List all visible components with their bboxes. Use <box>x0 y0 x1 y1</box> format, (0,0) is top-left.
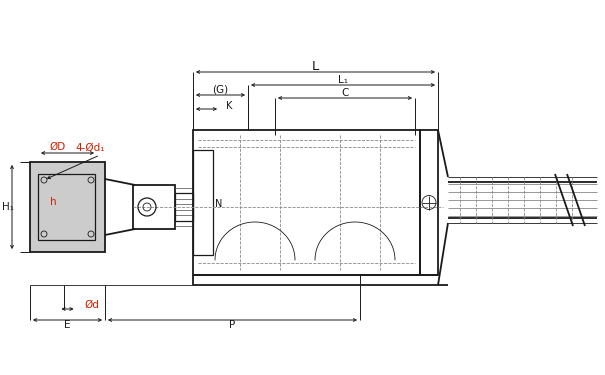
Text: P: P <box>229 320 235 330</box>
Text: Ød: Ød <box>85 300 99 310</box>
Bar <box>175 193 193 221</box>
Text: E: E <box>64 320 71 330</box>
Text: ØD: ØD <box>50 142 65 152</box>
Bar <box>30 162 105 252</box>
Bar <box>38 174 95 240</box>
Bar <box>420 130 438 275</box>
Text: 4-Ød₁: 4-Ød₁ <box>75 143 105 153</box>
Text: H₁: H₁ <box>2 202 14 212</box>
Text: h: h <box>50 197 56 207</box>
Text: (G): (G) <box>212 85 229 95</box>
Text: L₁: L₁ <box>338 75 348 85</box>
Text: K: K <box>226 101 232 111</box>
Bar <box>133 185 175 229</box>
Text: N: N <box>215 199 223 209</box>
Text: C: C <box>341 88 348 98</box>
Text: L: L <box>312 60 319 74</box>
Bar <box>193 150 213 255</box>
Bar <box>193 130 420 275</box>
